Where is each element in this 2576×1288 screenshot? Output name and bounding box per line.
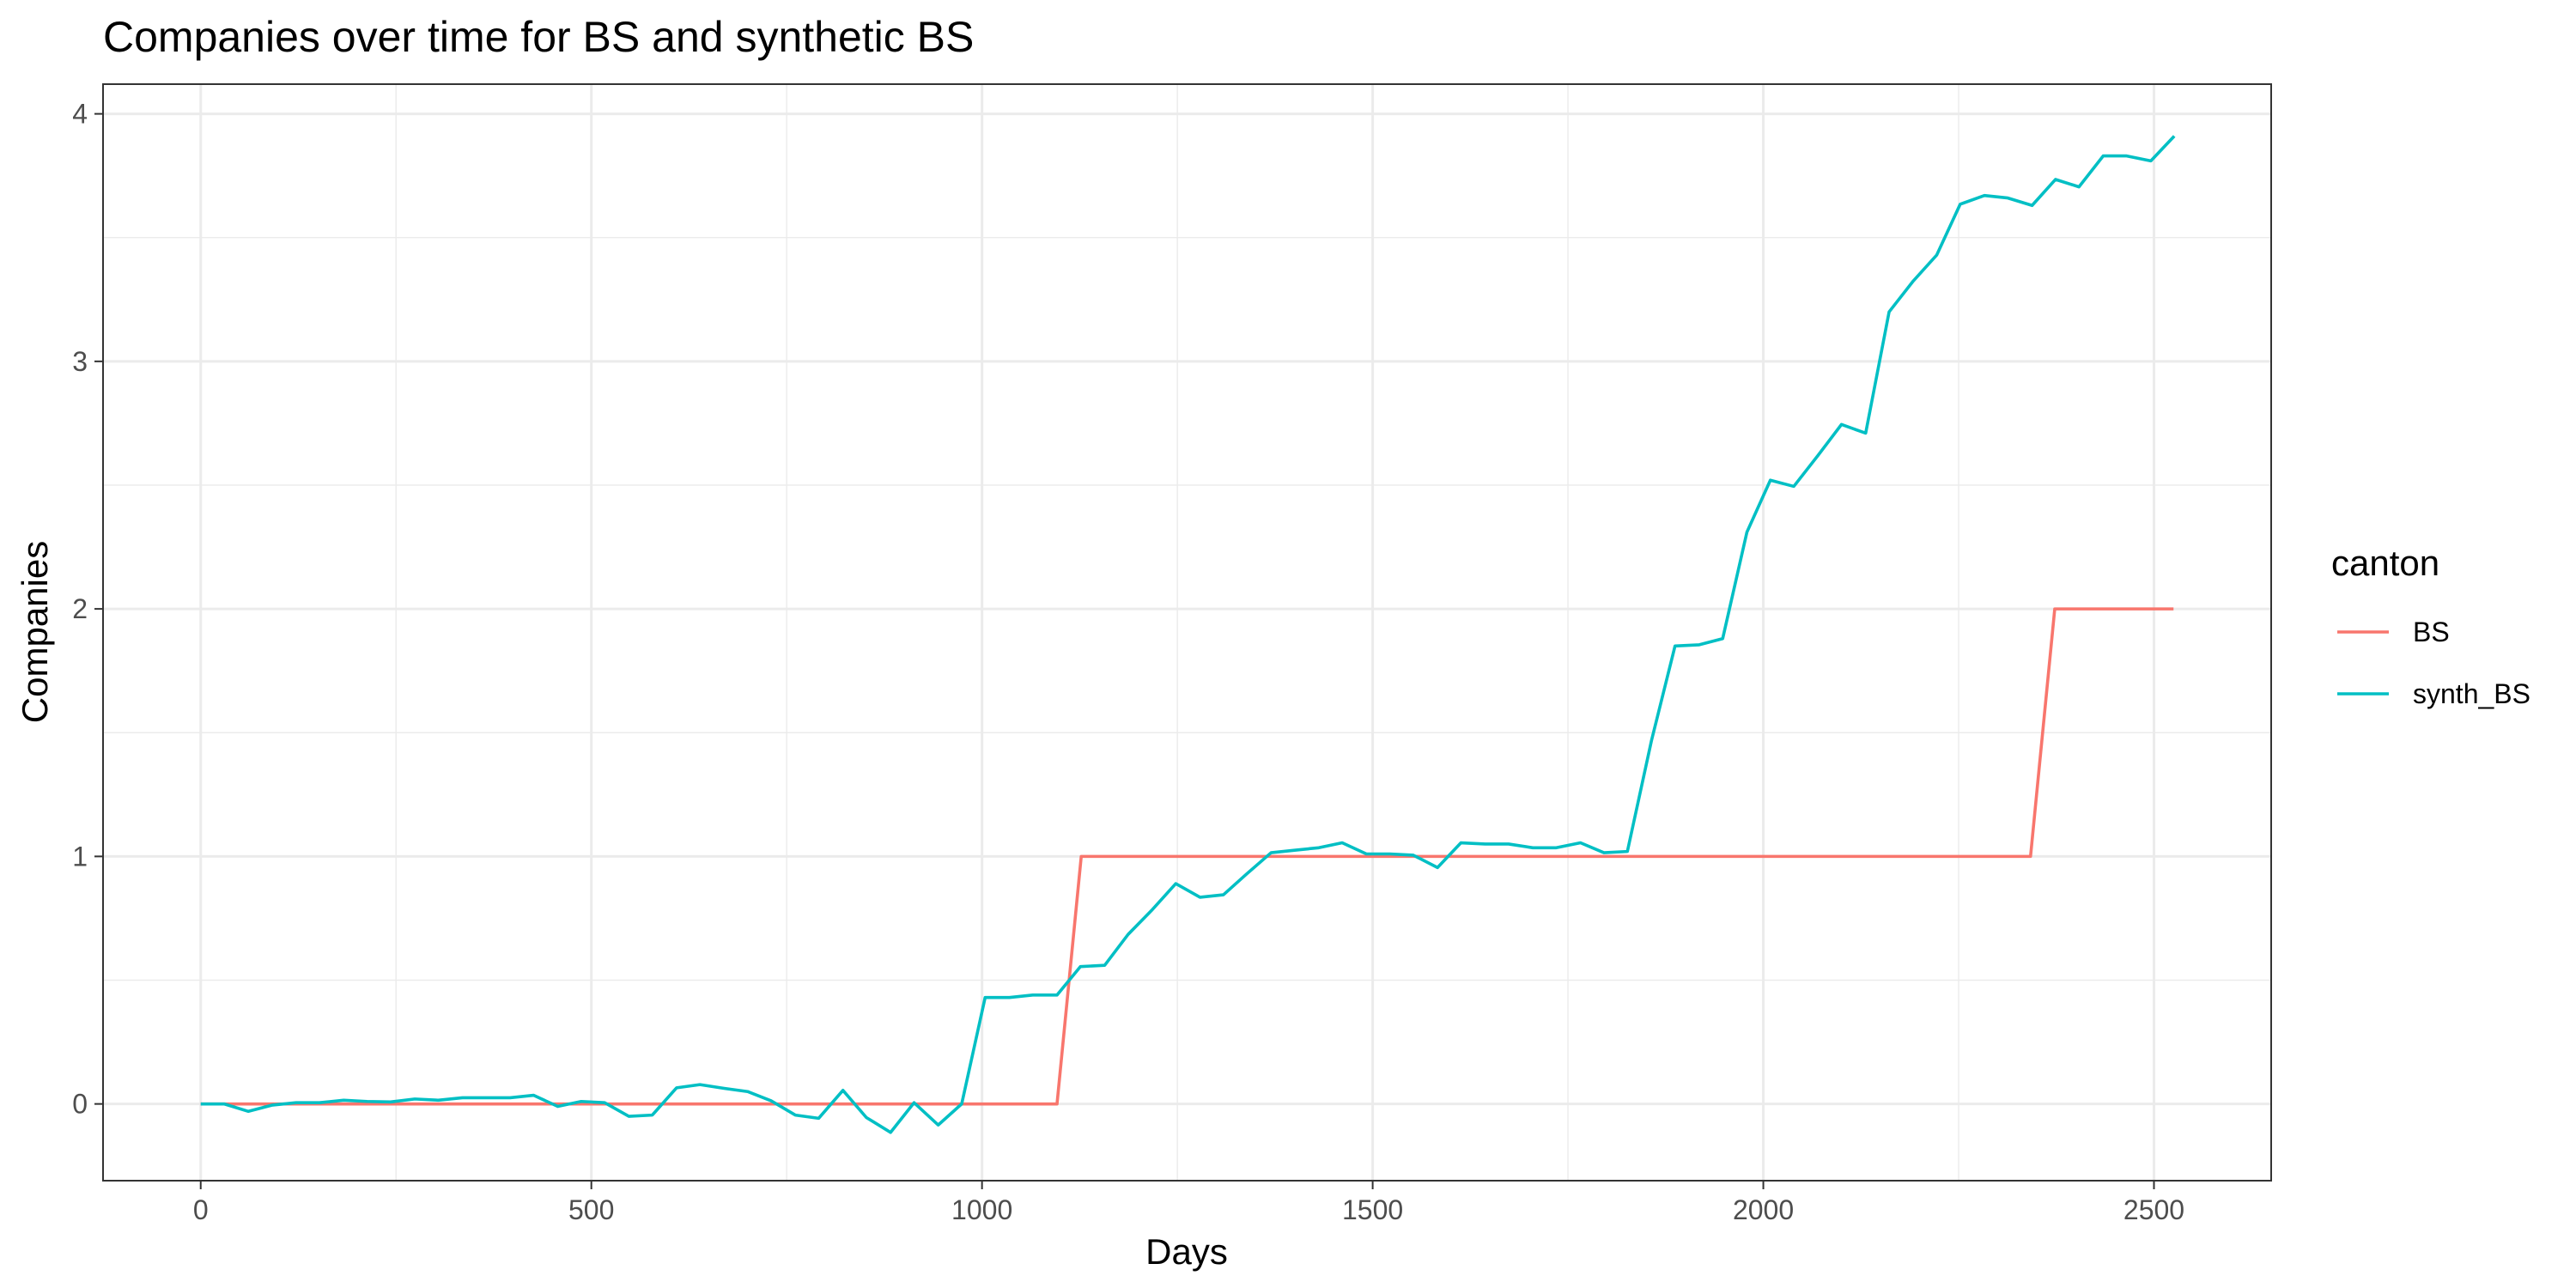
x-tick-label: 2000 <box>1733 1194 1794 1225</box>
minor-gridlines <box>103 84 2271 1181</box>
x-tick-label: 1500 <box>1342 1194 1403 1225</box>
legend-label-synth-bs: synth_BS <box>2413 678 2530 709</box>
x-axis: 0 500 1000 1500 2000 2500 <box>193 1181 2184 1225</box>
y-tick-label: 1 <box>72 841 88 872</box>
x-tick-label: 1000 <box>951 1194 1012 1225</box>
y-tick-label: 3 <box>72 346 88 377</box>
y-axis-title: Companies <box>15 541 55 723</box>
y-tick-label: 0 <box>72 1089 88 1120</box>
series-line-synth-bs <box>200 135 2176 1134</box>
legend: canton BS synth_BS <box>2331 543 2530 709</box>
x-axis-title: Days <box>1145 1231 1228 1272</box>
y-tick-label: 2 <box>72 593 88 624</box>
x-tick-label: 2500 <box>2123 1194 2184 1225</box>
legend-title: canton <box>2331 543 2439 583</box>
x-tick-label: 500 <box>568 1194 614 1225</box>
plot-panel-border <box>102 83 2272 1182</box>
legend-label-bs: BS <box>2413 617 2450 647</box>
y-axis: 0 1 2 3 4 <box>72 99 103 1120</box>
y-tick-label: 4 <box>72 99 88 130</box>
x-tick-label: 0 <box>193 1194 209 1225</box>
series-lines <box>200 135 2176 1134</box>
chart-title: Companies over time for BS and synthetic… <box>103 13 974 61</box>
